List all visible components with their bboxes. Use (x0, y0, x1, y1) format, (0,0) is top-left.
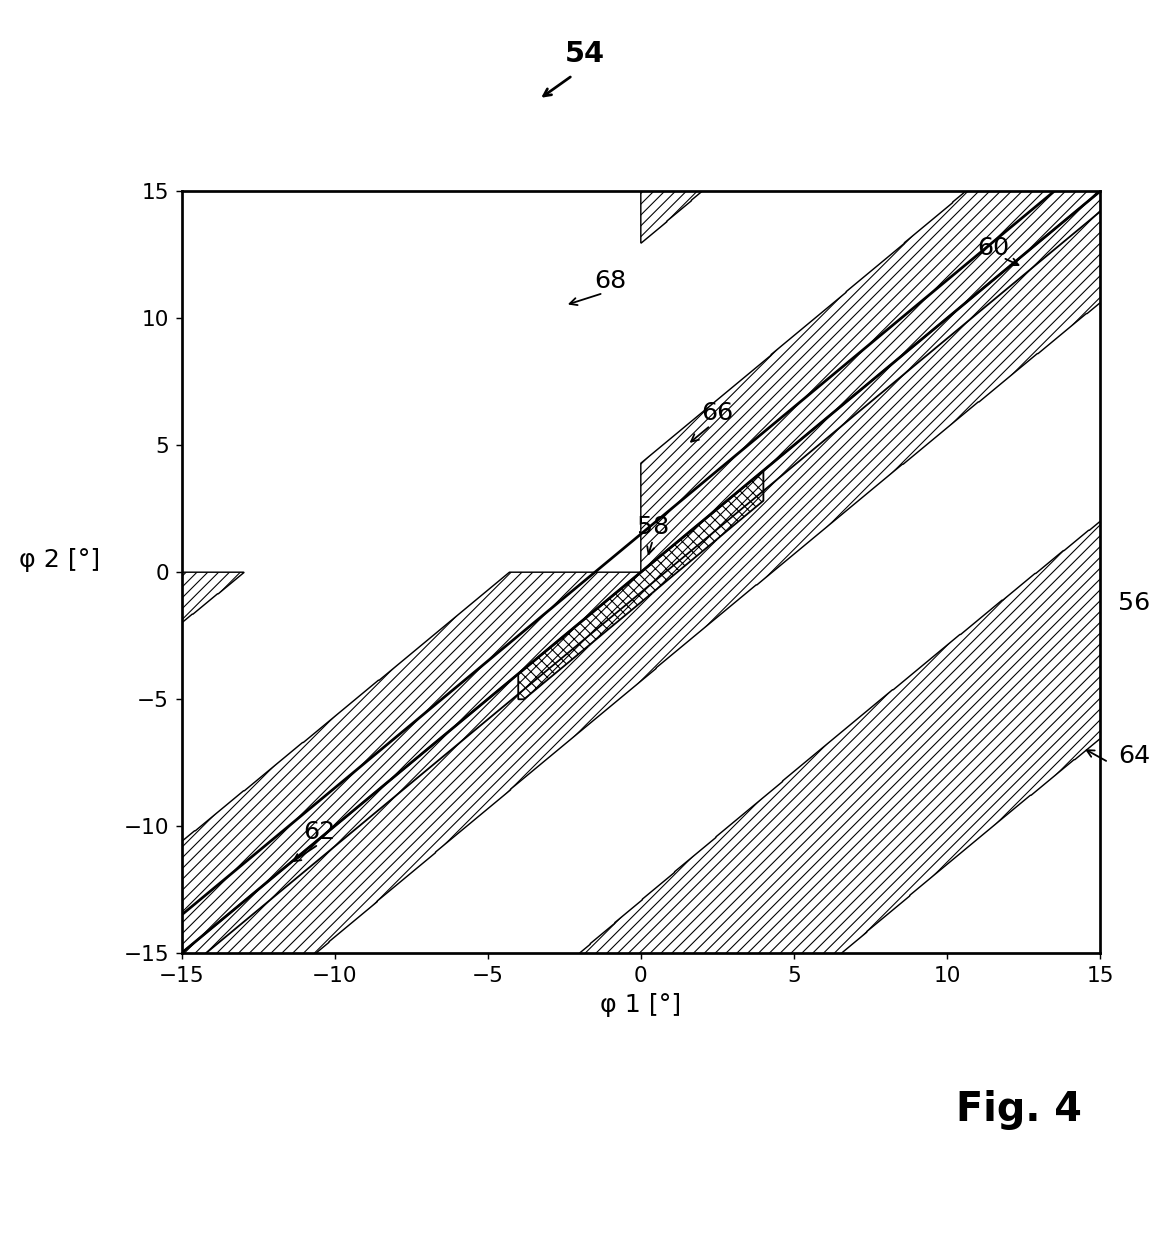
Text: 58: 58 (636, 515, 669, 539)
X-axis label: φ 1 [°]: φ 1 [°] (600, 993, 681, 1017)
Text: 62: 62 (303, 820, 336, 844)
Text: 68: 68 (594, 268, 626, 293)
Text: 60: 60 (977, 236, 1009, 260)
Text: 66: 66 (701, 401, 734, 424)
Text: 56: 56 (1119, 592, 1151, 615)
Y-axis label: φ 2 [°]: φ 2 [°] (20, 548, 101, 572)
Text: 54: 54 (565, 40, 605, 69)
Text: Fig. 4: Fig. 4 (956, 1091, 1082, 1131)
Text: 64: 64 (1119, 744, 1150, 768)
